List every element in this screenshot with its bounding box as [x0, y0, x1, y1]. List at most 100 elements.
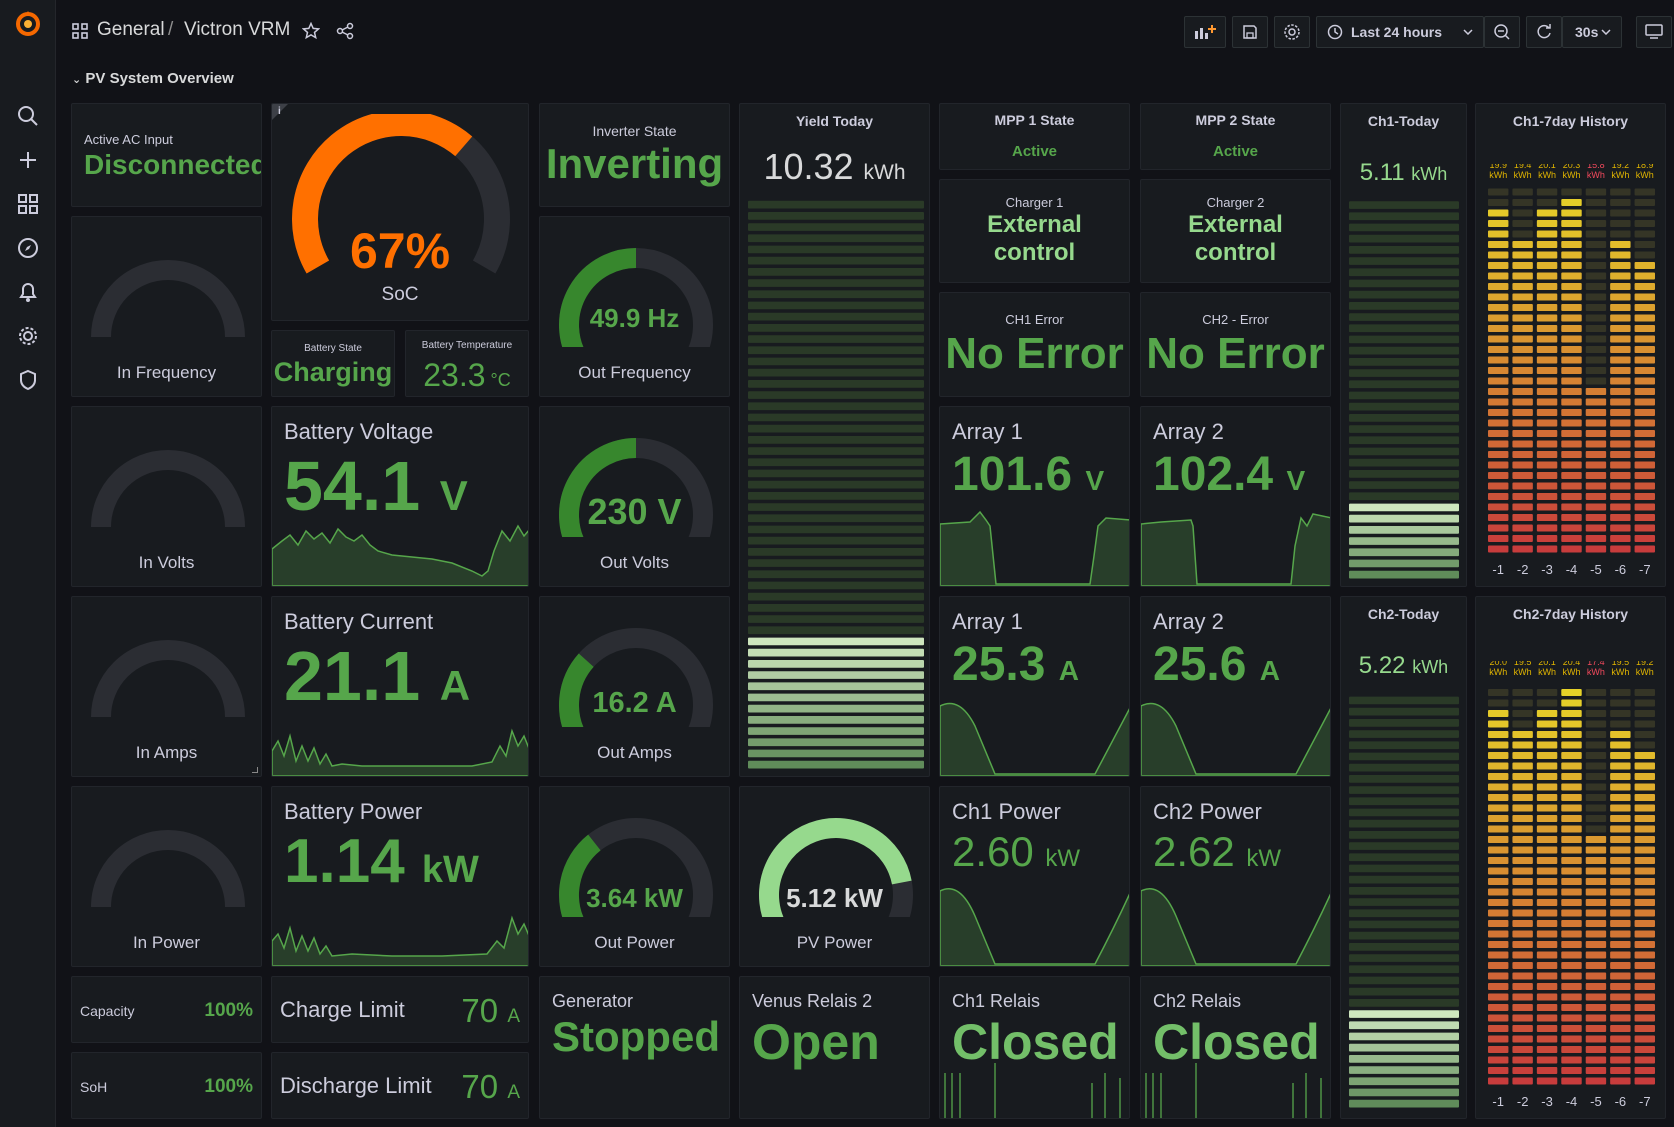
history-bar-segment — [1512, 1046, 1533, 1053]
history-bar-segment — [1610, 752, 1631, 759]
history-bar-segment — [1610, 741, 1631, 749]
history-bar-segment — [1634, 857, 1655, 864]
history-bar-segment — [1536, 482, 1558, 490]
battery-power-unit: kW — [421, 849, 479, 891]
zoom-out-button[interactable] — [1484, 16, 1520, 48]
history-bar-segment — [1536, 241, 1558, 248]
history-bar-segment — [1512, 419, 1533, 427]
dashboards-icon[interactable] — [0, 187, 56, 221]
history-bar-segment — [1488, 1014, 1509, 1022]
ch1-today-value: 5.11 — [1359, 159, 1405, 186]
apps-icon[interactable] — [72, 23, 88, 39]
breadcrumb-folder[interactable]: General — [97, 19, 165, 40]
star-icon[interactable] — [302, 22, 320, 40]
history-bar-segment — [1536, 325, 1558, 332]
history-bar-segment — [1536, 720, 1558, 728]
ch2-relais-value: Closed — [1153, 1014, 1320, 1070]
history-bar-segment — [1585, 325, 1607, 332]
history-bar-segment — [1512, 878, 1533, 885]
history-bar-segment — [1512, 451, 1533, 458]
history-bar-segment — [1488, 951, 1509, 959]
bar-gauge-segment — [748, 290, 924, 299]
history-day-label: -1 — [1492, 562, 1504, 577]
panel-title: Charge Limit — [280, 997, 405, 1022]
add-panel-button[interactable] — [1184, 16, 1226, 48]
history-bar-segment — [1561, 377, 1582, 385]
row-pv-system-overview[interactable]: ⌄ PV System Overview — [72, 70, 234, 87]
add-panel-icon — [1194, 24, 1216, 40]
panel-pv-power: 5.12 kW PV Power — [739, 786, 930, 967]
panel-array1-current: Array 1 25.3 A — [939, 596, 1130, 777]
history-bar-segment — [1561, 398, 1582, 406]
history-bar-segment — [1585, 867, 1607, 875]
bar-gauge-segment — [1349, 503, 1459, 512]
alerting-icon[interactable] — [0, 275, 56, 309]
bar-gauge-segment — [1349, 797, 1459, 806]
history-bar-segment — [1488, 262, 1509, 269]
history-bar-segment — [1634, 752, 1655, 759]
charge-limit-unit: A — [507, 1006, 520, 1027]
history-bar-segment — [1610, 1014, 1631, 1022]
share-icon[interactable] — [336, 22, 354, 40]
history-bar-segment — [1585, 241, 1607, 248]
grafana-logo-icon[interactable] — [0, 6, 56, 40]
history-bar-segment — [1610, 1067, 1631, 1074]
history-day-label: -5 — [1590, 1094, 1602, 1109]
history-value-label: 19.2 — [1636, 661, 1654, 667]
charger2-line2: control — [1194, 239, 1277, 266]
history-bar-segment — [1634, 1077, 1655, 1085]
panel-ch1-relais: Ch1 Relais Closed — [939, 976, 1130, 1119]
history-bar-segment — [1585, 199, 1607, 206]
time-range-picker[interactable]: Last 24 hours — [1316, 16, 1484, 48]
history-bar-segment — [1610, 951, 1631, 959]
history-unit-label: kWh — [1636, 667, 1654, 677]
history-bar-segment — [1512, 720, 1533, 728]
refresh-interval-picker[interactable]: 30s — [1562, 16, 1622, 48]
history-bar-segment — [1512, 1077, 1533, 1085]
bar-gauge-segment — [1349, 987, 1459, 996]
history-bar-segment — [1634, 1025, 1655, 1032]
history-bar-segment — [1610, 1025, 1631, 1032]
history-value-label: 17.4 — [1587, 661, 1605, 667]
history-bar-segment — [1536, 699, 1558, 707]
breadcrumb-dashboard[interactable]: Victron VRM — [184, 19, 291, 40]
history-bar-segment — [1585, 451, 1607, 458]
history-bar-segment — [1512, 482, 1533, 490]
bar-gauge-segment — [748, 212, 924, 220]
history-bar-segment — [1585, 773, 1607, 780]
plus-icon[interactable] — [0, 143, 56, 177]
bar-gauge-segment — [748, 536, 924, 545]
history-bar-segment — [1634, 325, 1655, 332]
history-bar-segment — [1488, 699, 1509, 707]
shield-icon[interactable] — [0, 363, 56, 397]
search-icon[interactable] — [0, 99, 56, 133]
bar-gauge-segment — [1349, 268, 1459, 277]
history-value-label: 15.8 — [1587, 164, 1605, 170]
tv-mode-button[interactable] — [1636, 16, 1672, 48]
resize-handle[interactable] — [252, 767, 258, 773]
refresh-button[interactable] — [1526, 16, 1562, 48]
battery-power-value: 1.14 — [284, 827, 405, 896]
bar-gauge-segment — [1349, 257, 1459, 265]
bar-gauge-segment — [748, 469, 924, 478]
history-bar-segment — [1634, 503, 1655, 511]
gear-icon[interactable] — [0, 319, 56, 353]
bar-gauge-segment — [748, 626, 924, 635]
history-bar-segment — [1561, 783, 1582, 791]
history-bar-segment — [1610, 699, 1631, 707]
explore-icon[interactable] — [0, 231, 56, 265]
history-bar-segment — [1610, 941, 1631, 948]
save-dashboard-button[interactable] — [1232, 16, 1268, 48]
history-bar-segment — [1561, 346, 1582, 353]
history-bar-segment — [1634, 773, 1655, 780]
panel-info-icon[interactable]: i — [278, 106, 281, 117]
history-bar-segment — [1512, 741, 1533, 749]
dashboard-settings-button[interactable] — [1274, 16, 1310, 48]
history-bar-segment — [1512, 762, 1533, 770]
panel-venus-relais-2: Venus Relais 2 Open — [739, 976, 930, 1119]
history-unit-label: kWh — [1587, 667, 1605, 677]
history-bar-segment — [1488, 293, 1509, 301]
history-bar-segment — [1634, 535, 1655, 542]
panel-title: Array 1 — [952, 419, 1023, 444]
history-bar-segment — [1512, 430, 1533, 437]
